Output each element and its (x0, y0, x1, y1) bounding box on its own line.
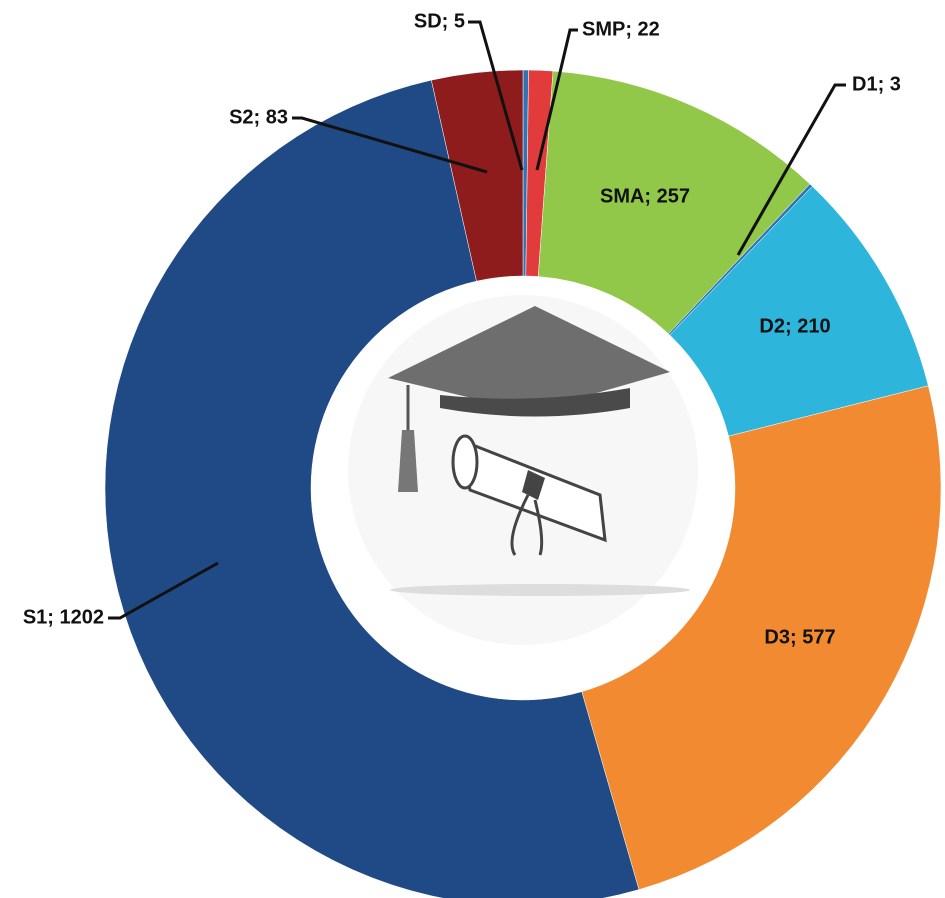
data-label: SD; 5 (414, 10, 465, 32)
chart: SD; 5 SMP; 22 SMA; 257 D1; 3 D2; 210 D3; 577 S… (0, 0, 945, 898)
data-label: S1; 1202 (23, 606, 104, 628)
data-label: SMP; 22 (582, 18, 660, 40)
diploma-roll (453, 436, 477, 488)
center-icon (348, 295, 698, 645)
data-label: D2; 210 (759, 315, 830, 337)
icon-shadow (390, 584, 690, 596)
data-label: D3; 577 (764, 626, 835, 648)
data-label: S2; 83 (229, 106, 288, 128)
data-label: SMA; 257 (600, 185, 690, 207)
data-label: D1; 3 (852, 73, 901, 95)
